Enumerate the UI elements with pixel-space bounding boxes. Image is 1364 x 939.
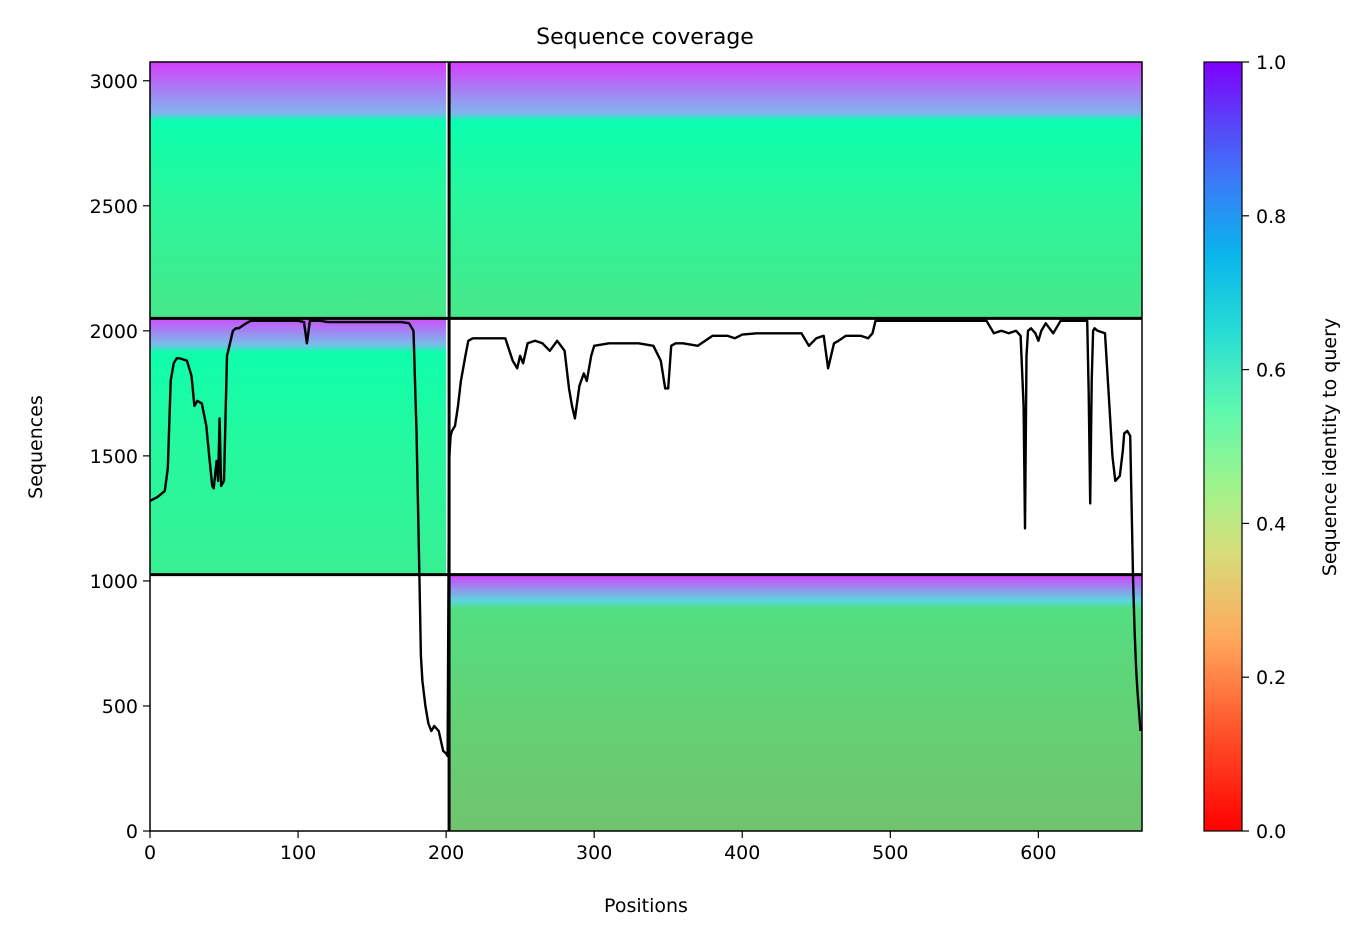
x-tick-label: 600 xyxy=(1020,842,1056,864)
coverage-block xyxy=(150,62,447,319)
x-axis-label: Positions xyxy=(604,895,688,917)
y-tick-label: 500 xyxy=(102,696,138,718)
colorbar-ticks: 0.0 0.2 0.4 0.6 0.8 1.0 xyxy=(1242,52,1286,843)
colorbar-tick-label: 0.0 xyxy=(1256,821,1286,843)
x-tick-label: 400 xyxy=(724,842,760,864)
y-tick-label: 2500 xyxy=(90,196,138,218)
x-axis-ticks: 0 100 200 300 400 500 600 xyxy=(144,831,1056,864)
x-tick-label: 300 xyxy=(576,842,612,864)
plot-frame xyxy=(149,61,1143,832)
colorbar-tick-label: 0.2 xyxy=(1256,667,1286,689)
y-tick-label: 3000 xyxy=(90,71,138,93)
colorbar xyxy=(1203,61,1243,832)
coverage-blocks xyxy=(150,62,1143,831)
coverage-line xyxy=(149,319,1142,758)
x-tick-label: 200 xyxy=(428,842,464,864)
colorbar-tick-label: 0.6 xyxy=(1256,360,1286,382)
y-axis-ticks: 0 500 1000 1500 2000 2500 3000 xyxy=(90,71,150,843)
y-tick-label: 0 xyxy=(126,821,138,843)
colorbar-tick-label: 0.8 xyxy=(1256,206,1286,228)
y-axis-label: Sequences xyxy=(25,395,47,499)
y-tick-label: 1000 xyxy=(90,571,138,593)
x-tick-label: 100 xyxy=(280,842,316,864)
coverage-block xyxy=(449,62,1143,319)
chart-title: Sequence coverage xyxy=(536,25,754,50)
x-tick-label: 0 xyxy=(144,842,156,864)
coverage-block xyxy=(150,318,447,575)
colorbar-tick-label: 0.4 xyxy=(1256,513,1286,535)
coverage-block xyxy=(449,574,1143,831)
y-tick-label: 1500 xyxy=(90,446,138,468)
colorbar-label: Sequence identity to query xyxy=(1319,318,1341,576)
x-tick-label: 500 xyxy=(872,842,908,864)
colorbar-tick-label: 1.0 xyxy=(1256,52,1286,74)
y-tick-label: 2000 xyxy=(90,321,138,343)
